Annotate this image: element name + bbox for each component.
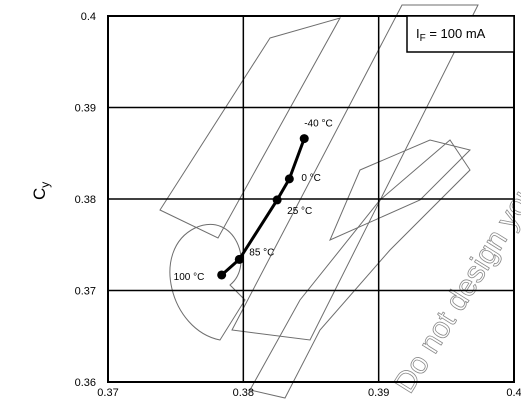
watermark-shape-3 — [169, 224, 246, 341]
x-axis: 0.37 0.38 0.39 0.4 — [97, 387, 521, 399]
legend-text-sub: F — [420, 33, 426, 44]
x-tick-label: 0.37 — [97, 387, 118, 399]
legend-text: IF = 100 mA — [416, 26, 486, 44]
data-point-label: 100 °C — [174, 272, 205, 283]
data-point — [284, 174, 294, 184]
watermark-shape-5 — [329, 139, 471, 241]
legend-text-rest: = 100 mA — [426, 26, 486, 41]
legend-box — [406, 15, 515, 53]
y-tick-label: 0.36 — [75, 377, 96, 389]
series: 100 °C 85 °C 25 °C 0 °C -40 °C — [174, 119, 333, 283]
data-point-label: -40 °C — [304, 119, 332, 130]
y-tick-label: 0.38 — [75, 194, 96, 206]
y-axis: 0.36 0.37 0.38 0.39 0.4 — [75, 11, 96, 389]
data-point — [234, 254, 244, 264]
x-tick-label: 0.4 — [506, 387, 521, 399]
legend: IF = 100 mA — [406, 15, 515, 53]
y-axis-label: Cy — [30, 182, 52, 200]
y-axis-label-sub: y — [38, 182, 52, 188]
data-point — [299, 134, 309, 144]
y-tick-label: 0.39 — [75, 103, 96, 115]
data-point-label: 25 °C — [287, 206, 312, 217]
watermark-shape-1 — [231, 4, 479, 341]
watermark-shape-4 — [249, 139, 471, 399]
y-axis-label-main: C — [30, 188, 49, 200]
data-point-label: 85 °C — [249, 247, 274, 258]
data-point — [272, 195, 282, 205]
x-tick-label: 0.39 — [368, 387, 389, 399]
x-tick-label: 0.38 — [233, 387, 254, 399]
grid — [108, 16, 514, 382]
y-tick-label: 0.4 — [81, 11, 96, 23]
watermark-shape-2 — [159, 17, 342, 239]
data-point — [217, 270, 227, 280]
legend-text-i: I — [416, 26, 420, 41]
data-point-label: 0 °C — [301, 173, 321, 184]
y-tick-label: 0.37 — [75, 286, 96, 298]
